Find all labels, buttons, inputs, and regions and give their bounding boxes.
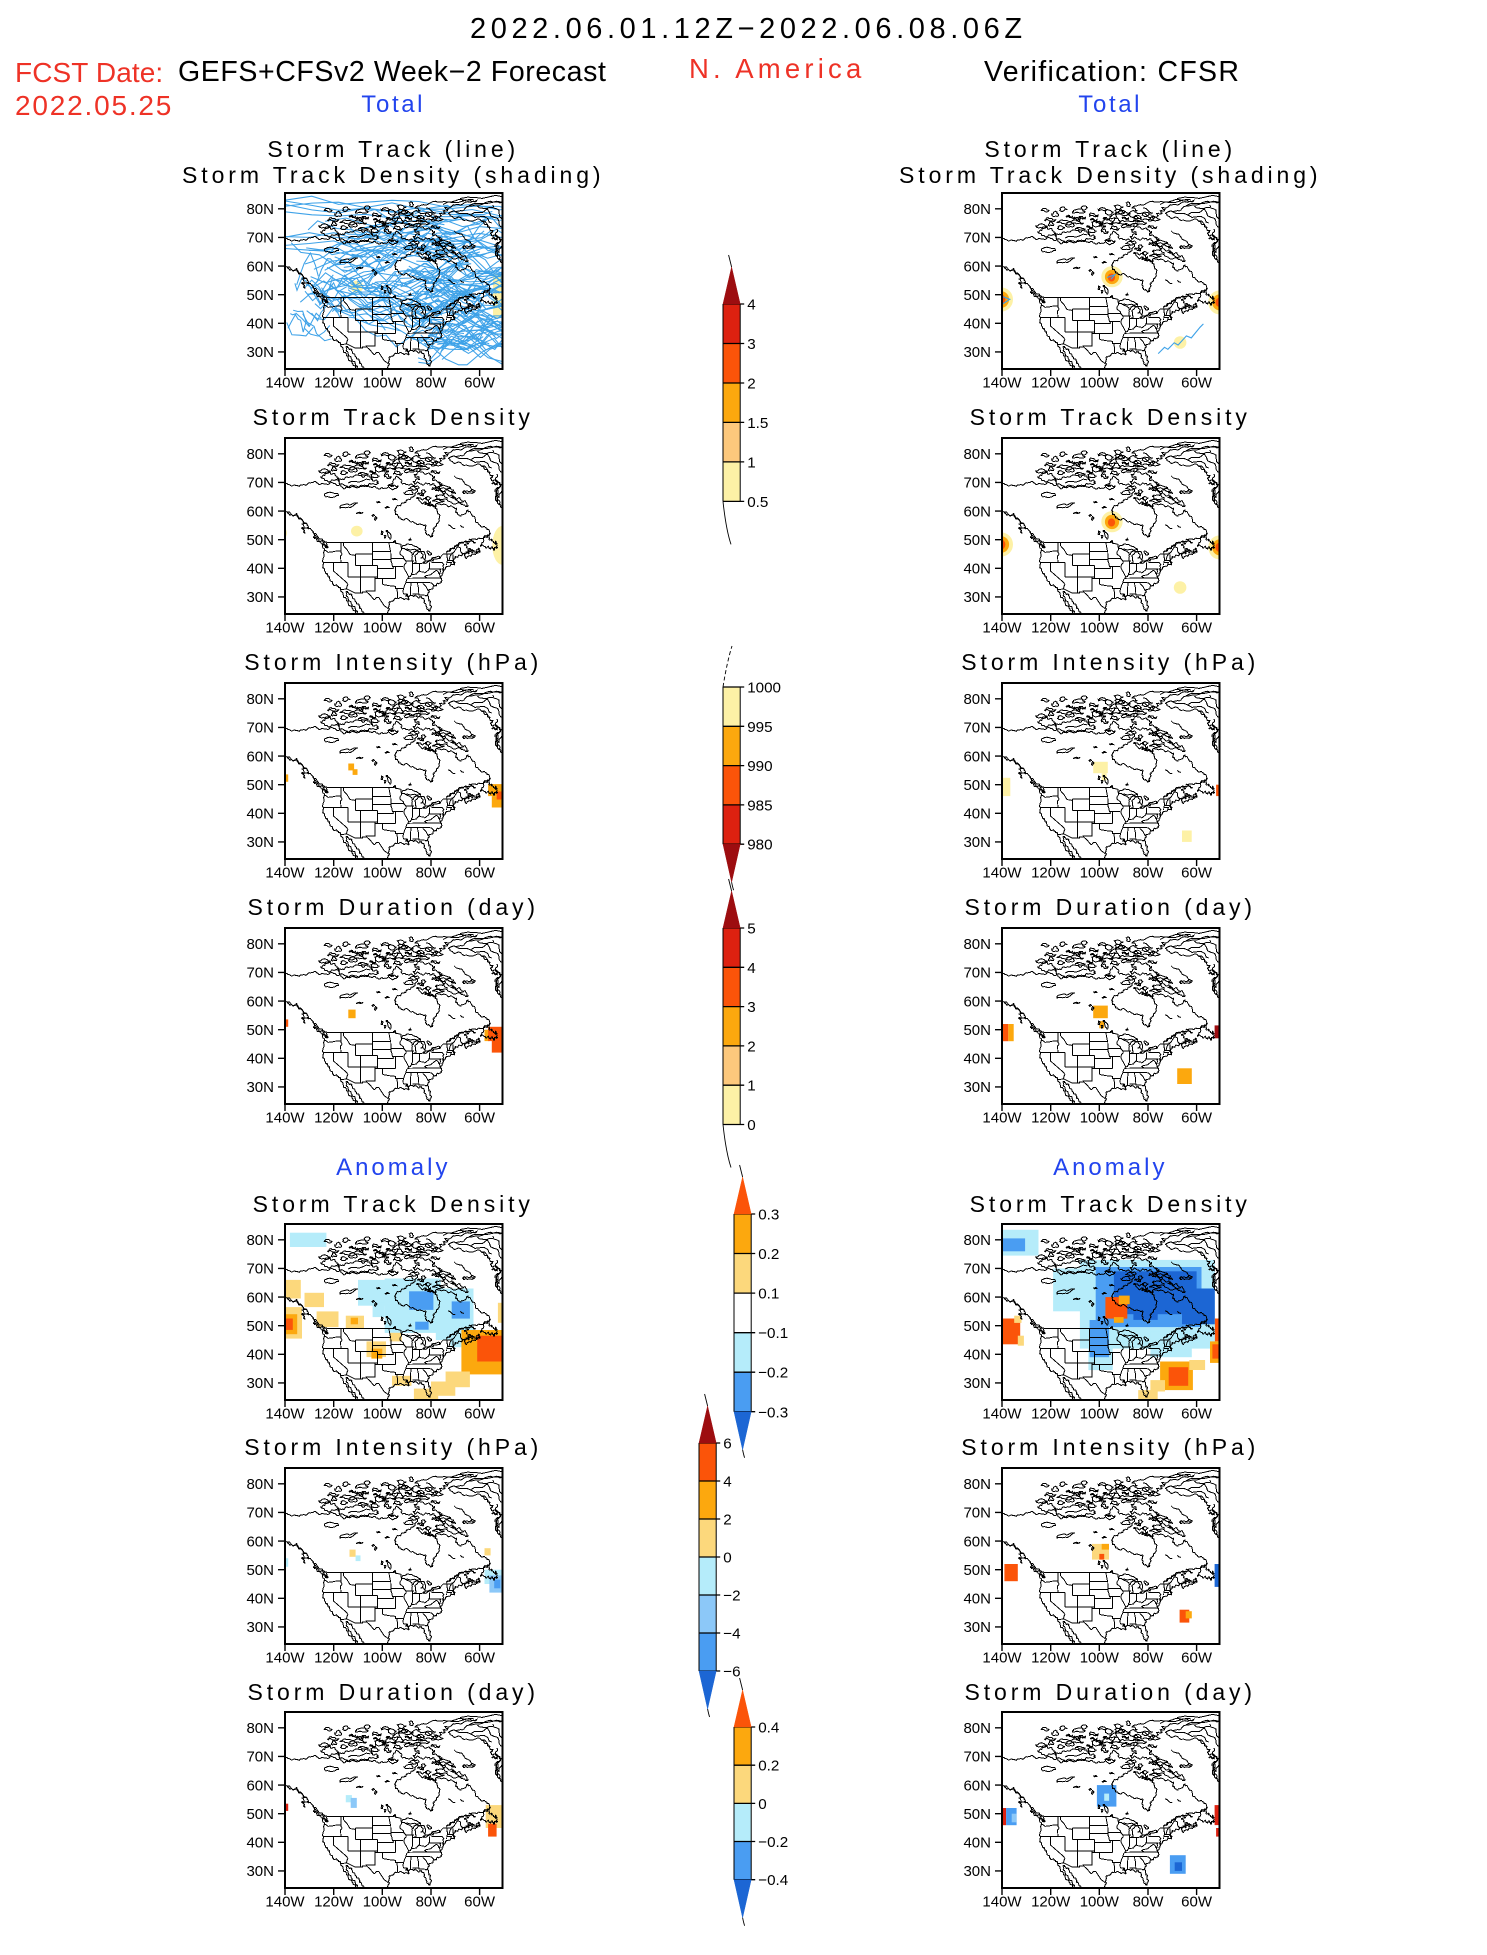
svg-text:2: 2 <box>723 1512 731 1529</box>
svg-text:4: 4 <box>747 296 755 313</box>
svg-text:−4: −4 <box>723 1626 740 1643</box>
svg-text:−6: −6 <box>723 1664 740 1681</box>
svg-text:980: 980 <box>747 837 772 854</box>
svg-text:990: 990 <box>747 758 772 775</box>
svg-text:1.5: 1.5 <box>747 415 768 432</box>
svg-text:0: 0 <box>758 1796 766 1813</box>
svg-text:0.2: 0.2 <box>758 1758 779 1775</box>
svg-text:0.4: 0.4 <box>758 1720 779 1737</box>
svg-text:−0.2: −0.2 <box>758 1364 788 1381</box>
svg-text:6: 6 <box>723 1436 731 1453</box>
svg-text:0.5: 0.5 <box>747 494 768 511</box>
svg-text:3: 3 <box>747 336 755 353</box>
svg-text:1: 1 <box>747 454 755 471</box>
svg-text:2: 2 <box>747 375 755 392</box>
svg-text:985: 985 <box>747 797 772 814</box>
svg-text:−0.4: −0.4 <box>758 1872 788 1889</box>
svg-text:0.3: 0.3 <box>758 1206 779 1223</box>
svg-text:0: 0 <box>723 1550 731 1567</box>
svg-text:0.1: 0.1 <box>758 1285 779 1302</box>
svg-text:1000: 1000 <box>747 679 781 696</box>
svg-text:0: 0 <box>747 1117 755 1134</box>
svg-text:995: 995 <box>747 719 772 736</box>
svg-text:−0.2: −0.2 <box>758 1834 788 1851</box>
svg-text:4: 4 <box>723 1474 731 1491</box>
svg-text:−2: −2 <box>723 1588 740 1605</box>
svg-text:3: 3 <box>747 999 755 1016</box>
svg-text:−0.3: −0.3 <box>758 1404 788 1421</box>
svg-text:2: 2 <box>747 1039 755 1056</box>
svg-text:0.2: 0.2 <box>758 1246 779 1263</box>
svg-text:5: 5 <box>747 921 755 938</box>
svg-text:4: 4 <box>747 960 755 977</box>
svg-text:−0.1: −0.1 <box>758 1325 788 1342</box>
svg-text:1: 1 <box>747 1078 755 1095</box>
